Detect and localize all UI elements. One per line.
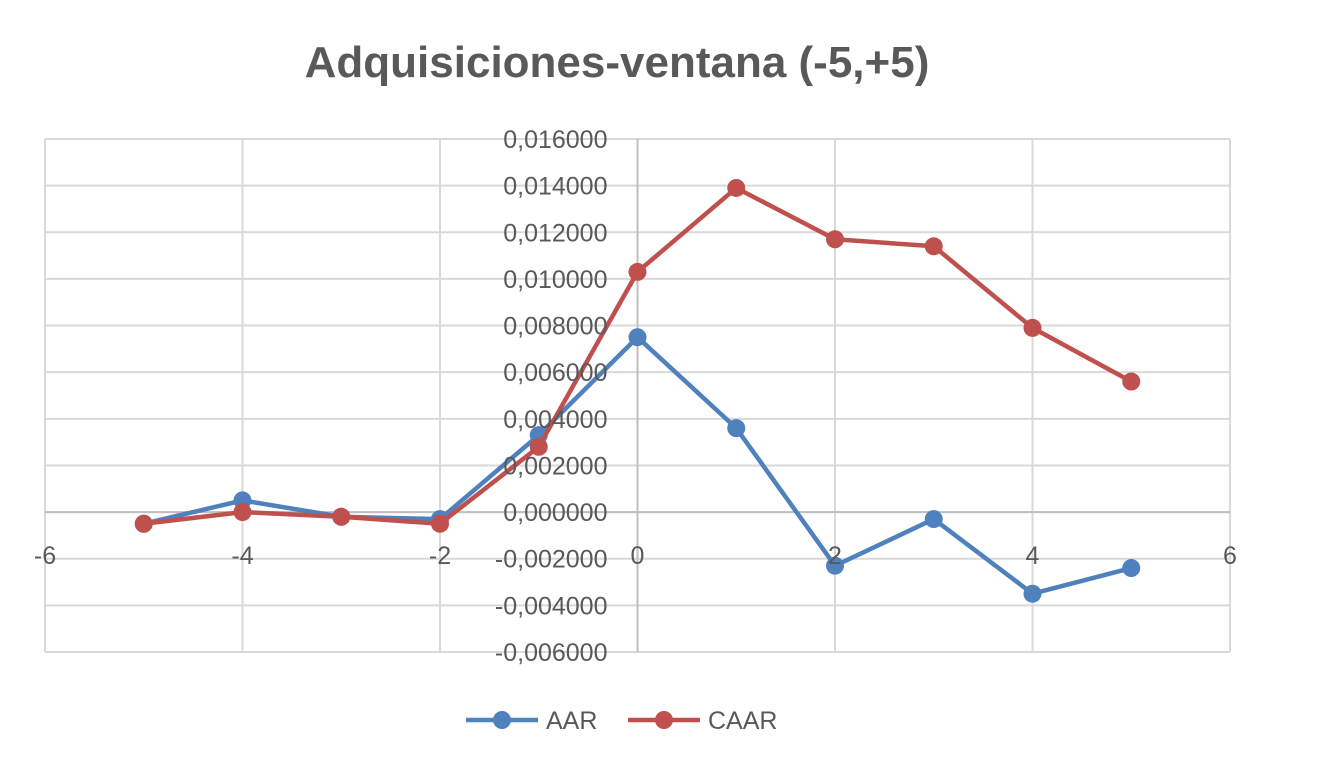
- data-point-caar: [1122, 372, 1141, 391]
- y-tick-label: -0,004000: [495, 592, 608, 620]
- x-tick-label: -6: [34, 542, 56, 570]
- tick-labels: 0,016000 0,014000 0,012000 0,010000 0,008000…: [34, 126, 1237, 667]
- data-point-caar: [727, 178, 746, 197]
- legend-marker-caar: [655, 711, 673, 729]
- data-point-aar: [1023, 584, 1042, 603]
- legend-label-aar: AAR: [546, 707, 597, 735]
- data-point-aar: [727, 419, 746, 438]
- y-tick-label: -0,002000: [495, 546, 608, 574]
- y-tick-label: 0,012000: [503, 219, 607, 247]
- data-point-caar: [233, 503, 252, 522]
- data-point-caar: [628, 262, 647, 281]
- x-tick-label: -4: [231, 542, 253, 570]
- y-tick-label: 0,006000: [503, 359, 607, 387]
- y-tick-label: 0,000000: [503, 499, 607, 527]
- data-point-aar: [1122, 559, 1141, 578]
- series-layer: [134, 178, 1141, 603]
- y-tick-label: 0,008000: [503, 313, 607, 341]
- x-tick-label: 2: [828, 542, 842, 570]
- x-tick-label: -2: [429, 542, 451, 570]
- data-point-caar: [332, 507, 351, 526]
- y-tick-label: 0,016000: [503, 126, 607, 154]
- data-point-caar: [826, 230, 844, 249]
- data-point-caar: [1023, 318, 1042, 337]
- data-point-caar: [924, 237, 943, 256]
- y-tick-label: 0,014000: [503, 173, 607, 201]
- legend-marker-aar: [493, 711, 511, 729]
- y-tick-label: 0,004000: [503, 406, 607, 434]
- data-point-aar: [826, 556, 844, 575]
- x-tick-label: 4: [1026, 542, 1040, 570]
- x-tick-label: 0: [631, 542, 645, 570]
- legend: AAR CAAR: [466, 707, 777, 735]
- data-point-caar: [134, 514, 153, 533]
- data-point-caar: [529, 437, 548, 456]
- x-tick-label: 6: [1223, 542, 1237, 570]
- data-point-caar: [431, 514, 449, 533]
- axes: [45, 139, 1230, 652]
- chart-title: Adquisiciones-ventana (-5,+5): [304, 38, 930, 87]
- y-tick-label: -0,006000: [495, 639, 608, 667]
- data-point-aar: [924, 510, 943, 529]
- data-point-aar: [628, 328, 647, 347]
- y-tick-label: 0,002000: [503, 452, 607, 480]
- y-tick-label: 0,010000: [503, 266, 607, 294]
- legend-label-caar: CAAR: [708, 707, 777, 735]
